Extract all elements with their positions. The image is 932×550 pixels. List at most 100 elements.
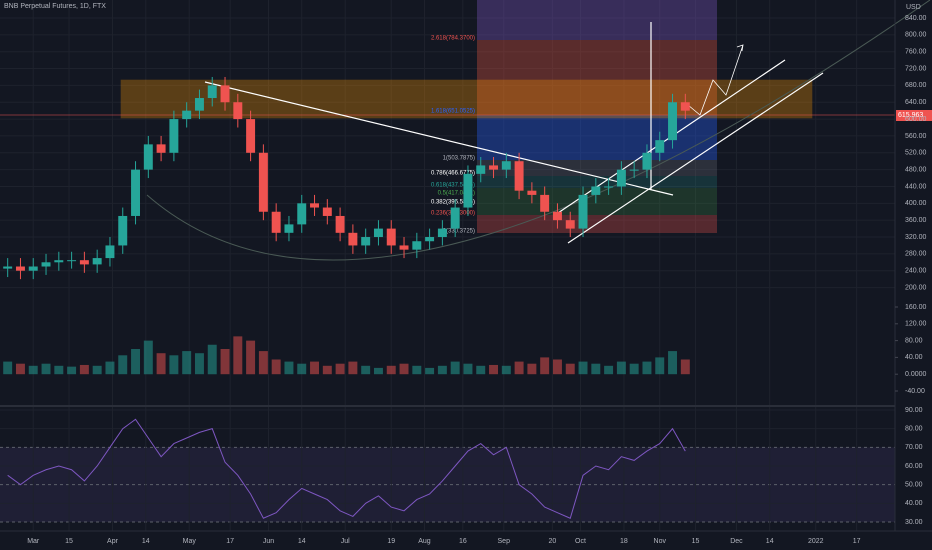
candle-body	[207, 85, 217, 99]
fib-label: 1(503.7875)	[443, 156, 475, 162]
x-tick-label: Mar	[27, 538, 40, 545]
y-tick-label: 600.00	[905, 116, 927, 123]
candle-body	[373, 228, 383, 238]
projection-arrow	[687, 44, 744, 116]
y-tick-label: 320.00	[905, 234, 927, 241]
candle-body	[629, 169, 639, 171]
candle-body	[552, 211, 562, 221]
x-tick-label: Apr	[107, 538, 119, 545]
price-tag: 615.963	[898, 112, 923, 119]
candle-body	[450, 207, 460, 229]
x-tick-label: Dec	[730, 538, 743, 545]
candle-body	[578, 194, 588, 229]
y-tick-label: 440.00	[905, 183, 927, 190]
y-tick-label: 840.00	[905, 15, 927, 22]
y-tick-label: 800.00	[905, 32, 927, 39]
candle-body	[194, 98, 204, 111]
rsi-tick-label: 70.00	[905, 444, 923, 451]
candle-body	[668, 102, 678, 141]
candle-body	[233, 102, 243, 120]
rsi-line	[7, 418, 686, 519]
candle-body	[118, 215, 128, 246]
candle-body	[655, 140, 665, 153]
candle-body	[335, 215, 345, 233]
x-tick-label: Nov	[654, 538, 667, 545]
fib-band	[477, 160, 717, 176]
candle-body	[284, 224, 294, 233]
candle-body	[476, 165, 486, 174]
candle-body	[156, 144, 166, 153]
candle-body	[348, 232, 358, 246]
candle-body	[412, 241, 422, 250]
candle-body	[67, 260, 77, 262]
y-tick-label: 720.00	[905, 65, 927, 72]
candle-body	[54, 260, 64, 263]
candle-body	[15, 266, 25, 271]
y-tick-label: 760.00	[905, 49, 927, 56]
x-tick-label: 14	[766, 538, 774, 545]
candle-body	[489, 165, 499, 170]
fib-label: 0.382(396.5875)	[431, 200, 475, 206]
fib-label: 2.618(784.3700)	[431, 36, 475, 42]
y-tick-label: 200.00	[905, 284, 927, 291]
candle-body	[463, 173, 473, 208]
x-tick-label: 14	[142, 538, 150, 545]
candle-body	[540, 194, 550, 212]
x-tick-label: Jun	[263, 538, 274, 545]
candle-body	[514, 161, 524, 191]
y-tick-label: 240.00	[905, 268, 927, 275]
rsi-tick-label: 90.00	[905, 407, 923, 414]
fib-label: 0.786(466.6775)	[431, 171, 475, 177]
fib-label: 0.5(417.0461)	[438, 191, 475, 197]
x-tick-label: May	[183, 538, 197, 545]
candle-body	[258, 152, 268, 212]
chart-title: BNB Perpetual Futures, 1D, FTX	[4, 3, 106, 10]
rsi-tick-label: 50.00	[905, 482, 923, 489]
x-tick-label: 15	[692, 538, 700, 545]
fib-label: 1.618(651.0525)	[431, 109, 475, 115]
candle-body	[105, 245, 115, 259]
x-tick-label: 17	[226, 538, 234, 545]
candle-body	[131, 169, 141, 216]
candle-body	[271, 211, 281, 233]
volume-tick-label: 160.00	[905, 304, 927, 311]
y-tick-label: 480.00	[905, 166, 927, 173]
volume-tick-label: 120.00	[905, 321, 927, 328]
volume-tick-label: -40.00	[905, 388, 925, 395]
candle-body	[616, 169, 626, 187]
y-tick-label: 360.00	[905, 217, 927, 224]
candle-body	[565, 220, 575, 229]
fib-band	[477, 0, 717, 40]
candle-body	[28, 266, 38, 271]
x-tick-label: 17	[853, 538, 861, 545]
x-tick-label: 16	[459, 538, 467, 545]
rsi-tick-label: 30.00	[905, 519, 923, 526]
candle-body	[143, 144, 153, 170]
candle-body	[591, 186, 601, 195]
rsi-tick-label: 60.00	[905, 463, 923, 470]
fib-label: 0.618(437.5425)	[431, 183, 475, 189]
candle-body	[386, 228, 396, 246]
fib-label: 0(330.3725)	[443, 229, 475, 235]
volume-tick-label: 0.0000	[905, 371, 927, 378]
x-tick-label: 2022	[808, 538, 824, 545]
price-tag-bg	[896, 110, 932, 121]
x-tick-label: Oct	[575, 538, 586, 545]
volume-tick-label: 80.00	[905, 337, 923, 344]
candle-body	[399, 245, 409, 250]
candle-body	[297, 203, 307, 225]
rsi-tick-label: 80.00	[905, 426, 923, 433]
y-tick-label: 520.00	[905, 150, 927, 157]
x-tick-label: Sep	[498, 538, 511, 545]
candle-body	[604, 186, 614, 188]
currency: USD	[906, 4, 921, 11]
candle-body	[361, 237, 371, 246]
x-tick-label: 15	[65, 538, 73, 545]
candle-body	[169, 119, 179, 153]
volume-tick-label: 40.00	[905, 354, 923, 361]
candle-body	[92, 258, 102, 265]
y-tick-label: 560.00	[905, 133, 927, 140]
x-tick-label: 14	[298, 538, 306, 545]
candle-body	[425, 237, 435, 242]
